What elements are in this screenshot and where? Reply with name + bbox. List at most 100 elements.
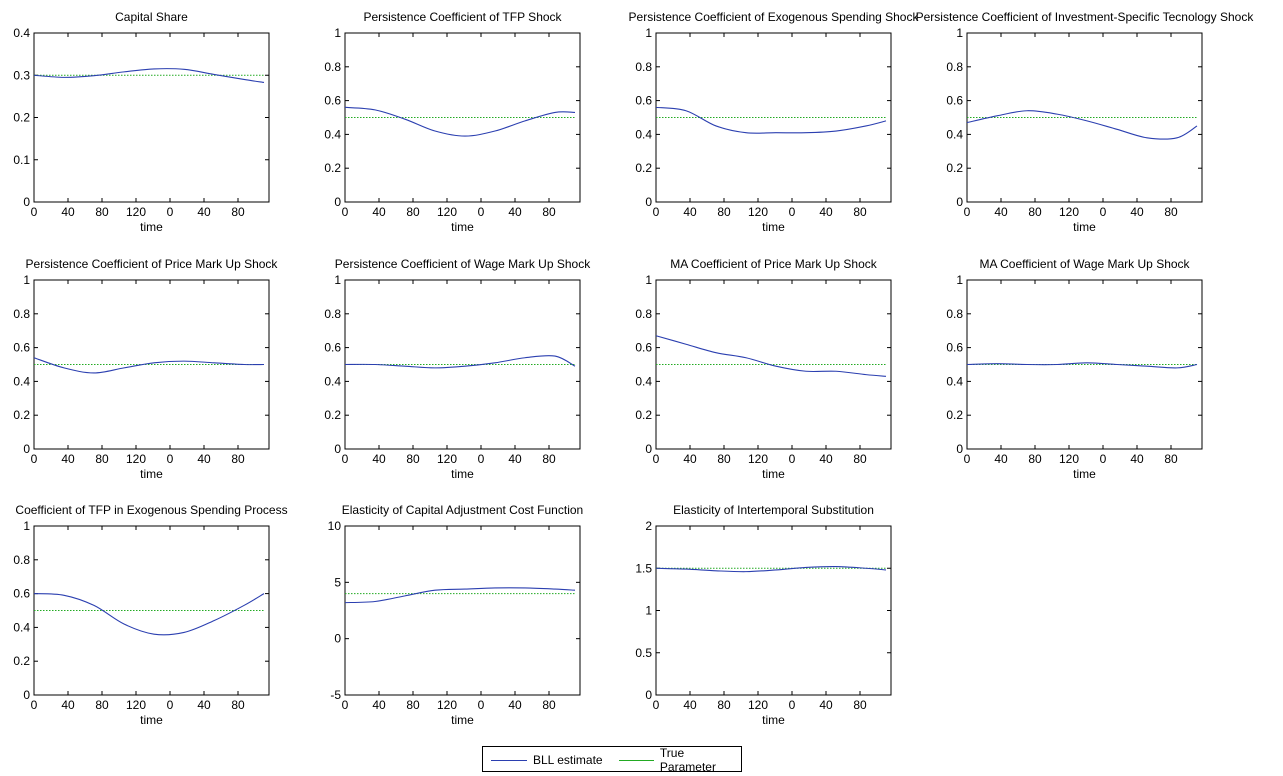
y-tick-label: 0.8: [635, 307, 652, 321]
x-tick-label: 40: [683, 698, 697, 712]
x-tick-label: 0: [478, 698, 485, 712]
y-tick-label: 0.6: [13, 587, 30, 601]
y-tick-label: 0.2: [946, 161, 963, 175]
y-tick-label: 0.4: [13, 374, 30, 388]
subplot-title: Capital Share: [115, 10, 188, 24]
x-axis-label: time: [762, 467, 785, 481]
x-tick-label: 0: [31, 205, 38, 219]
x-tick-label: 0: [1100, 205, 1107, 219]
bll-estimate-line: [655, 106, 887, 134]
chart-legend: BLL estimate True Parameter: [482, 746, 742, 774]
y-tick-label: 0.2: [324, 161, 341, 175]
legend-swatch-true: [619, 759, 654, 761]
y-tick-label: 1: [23, 273, 30, 287]
legend-item-true: True Parameter: [619, 746, 741, 774]
x-tick-label: 0: [342, 452, 349, 466]
y-tick-label: 0.2: [13, 654, 30, 668]
x-tick-label: 0: [167, 452, 174, 466]
legend-label-true: True Parameter: [659, 746, 716, 774]
x-tick-label: 0: [167, 698, 174, 712]
x-tick-label: 80: [406, 205, 420, 219]
x-tick-label: 120: [126, 205, 146, 219]
x-tick-label: 0: [653, 452, 660, 466]
y-tick-label: 0: [23, 442, 30, 456]
y-tick-label: 0.4: [635, 127, 652, 141]
x-tick-label: 0: [964, 452, 971, 466]
x-tick-label: 0: [789, 205, 796, 219]
y-tick-label: 0.2: [635, 161, 652, 175]
y-tick-label: 0.4: [635, 374, 652, 388]
y-tick-label: 0.2: [13, 408, 30, 422]
y-tick-label: 0.2: [946, 408, 963, 422]
x-axis-label: time: [140, 713, 163, 727]
y-tick-label: 1: [334, 26, 341, 40]
subplot-title: Elasticity of Intertemporal Substitution: [673, 503, 874, 517]
x-tick-label: 80: [853, 698, 867, 712]
subplot-title: Elasticity of Capital Adjustment Cost Fu…: [342, 503, 583, 517]
x-tick-label: 80: [231, 205, 245, 219]
y-tick-label: 0.6: [946, 94, 963, 108]
bll-estimate-line: [966, 110, 1198, 140]
y-tick-label: 1: [645, 26, 652, 40]
x-tick-label: 40: [683, 205, 697, 219]
x-tick-label: 0: [789, 698, 796, 712]
y-tick-label: 0: [334, 632, 341, 646]
x-tick-label: 0: [1100, 452, 1107, 466]
x-tick-label: 80: [406, 452, 420, 466]
x-tick-label: 40: [197, 452, 211, 466]
x-tick-label: 120: [748, 205, 768, 219]
y-tick-label: 1.5: [635, 561, 652, 575]
y-tick-label: 0.8: [635, 60, 652, 74]
x-tick-label: 0: [167, 205, 174, 219]
x-tick-label: 40: [1130, 452, 1144, 466]
subplot-title: Persistence Coefficient of Wage Mark Up …: [335, 257, 591, 271]
x-tick-label: 40: [994, 205, 1008, 219]
x-tick-label: 40: [819, 205, 833, 219]
y-tick-label: 1: [956, 273, 963, 287]
y-tick-label: 0.8: [324, 60, 341, 74]
plot-frame: [33, 32, 270, 203]
x-axis-label: time: [762, 713, 785, 727]
x-tick-label: 80: [542, 205, 556, 219]
subplot-title: Persistence Coefficient of Exogenous Spe…: [629, 10, 920, 24]
y-tick-label: 0: [956, 442, 963, 456]
x-tick-label: 40: [994, 452, 1008, 466]
x-tick-label: 0: [478, 205, 485, 219]
x-axis-label: time: [1073, 467, 1096, 481]
bll-estimate-line: [33, 68, 265, 83]
y-tick-label: 0.2: [13, 111, 30, 125]
bll-estimate-line: [966, 362, 1198, 369]
x-tick-label: 40: [508, 452, 522, 466]
x-tick-label: 80: [231, 452, 245, 466]
x-tick-label: 80: [853, 452, 867, 466]
x-axis-label: time: [451, 220, 474, 234]
x-tick-label: 40: [61, 698, 75, 712]
x-tick-label: 40: [1130, 205, 1144, 219]
x-tick-label: 40: [372, 698, 386, 712]
y-tick-label: 0.6: [635, 341, 652, 355]
x-tick-label: 80: [406, 698, 420, 712]
y-tick-label: 0: [645, 442, 652, 456]
x-tick-label: 120: [126, 452, 146, 466]
x-tick-label: 80: [717, 698, 731, 712]
y-tick-label: 0.4: [13, 620, 30, 634]
x-tick-label: 40: [61, 205, 75, 219]
y-tick-label: 0.4: [13, 26, 30, 40]
x-axis-label: time: [451, 713, 474, 727]
x-tick-label: 0: [653, 698, 660, 712]
x-tick-label: 0: [653, 205, 660, 219]
y-tick-label: 0: [334, 195, 341, 209]
y-tick-label: 0.6: [635, 94, 652, 108]
y-tick-label: 0: [23, 688, 30, 702]
x-tick-label: 0: [789, 452, 796, 466]
bll-estimate-line: [655, 335, 887, 377]
plot-frame: [344, 525, 581, 696]
y-tick-label: 1: [645, 604, 652, 618]
y-tick-label: 0: [645, 688, 652, 702]
x-axis-label: time: [451, 467, 474, 481]
x-tick-label: 0: [478, 452, 485, 466]
y-tick-label: 5: [334, 575, 341, 589]
subplot-title: Persistence Coefficient of Investment-Sp…: [916, 10, 1255, 24]
y-tick-label: 0: [956, 195, 963, 209]
